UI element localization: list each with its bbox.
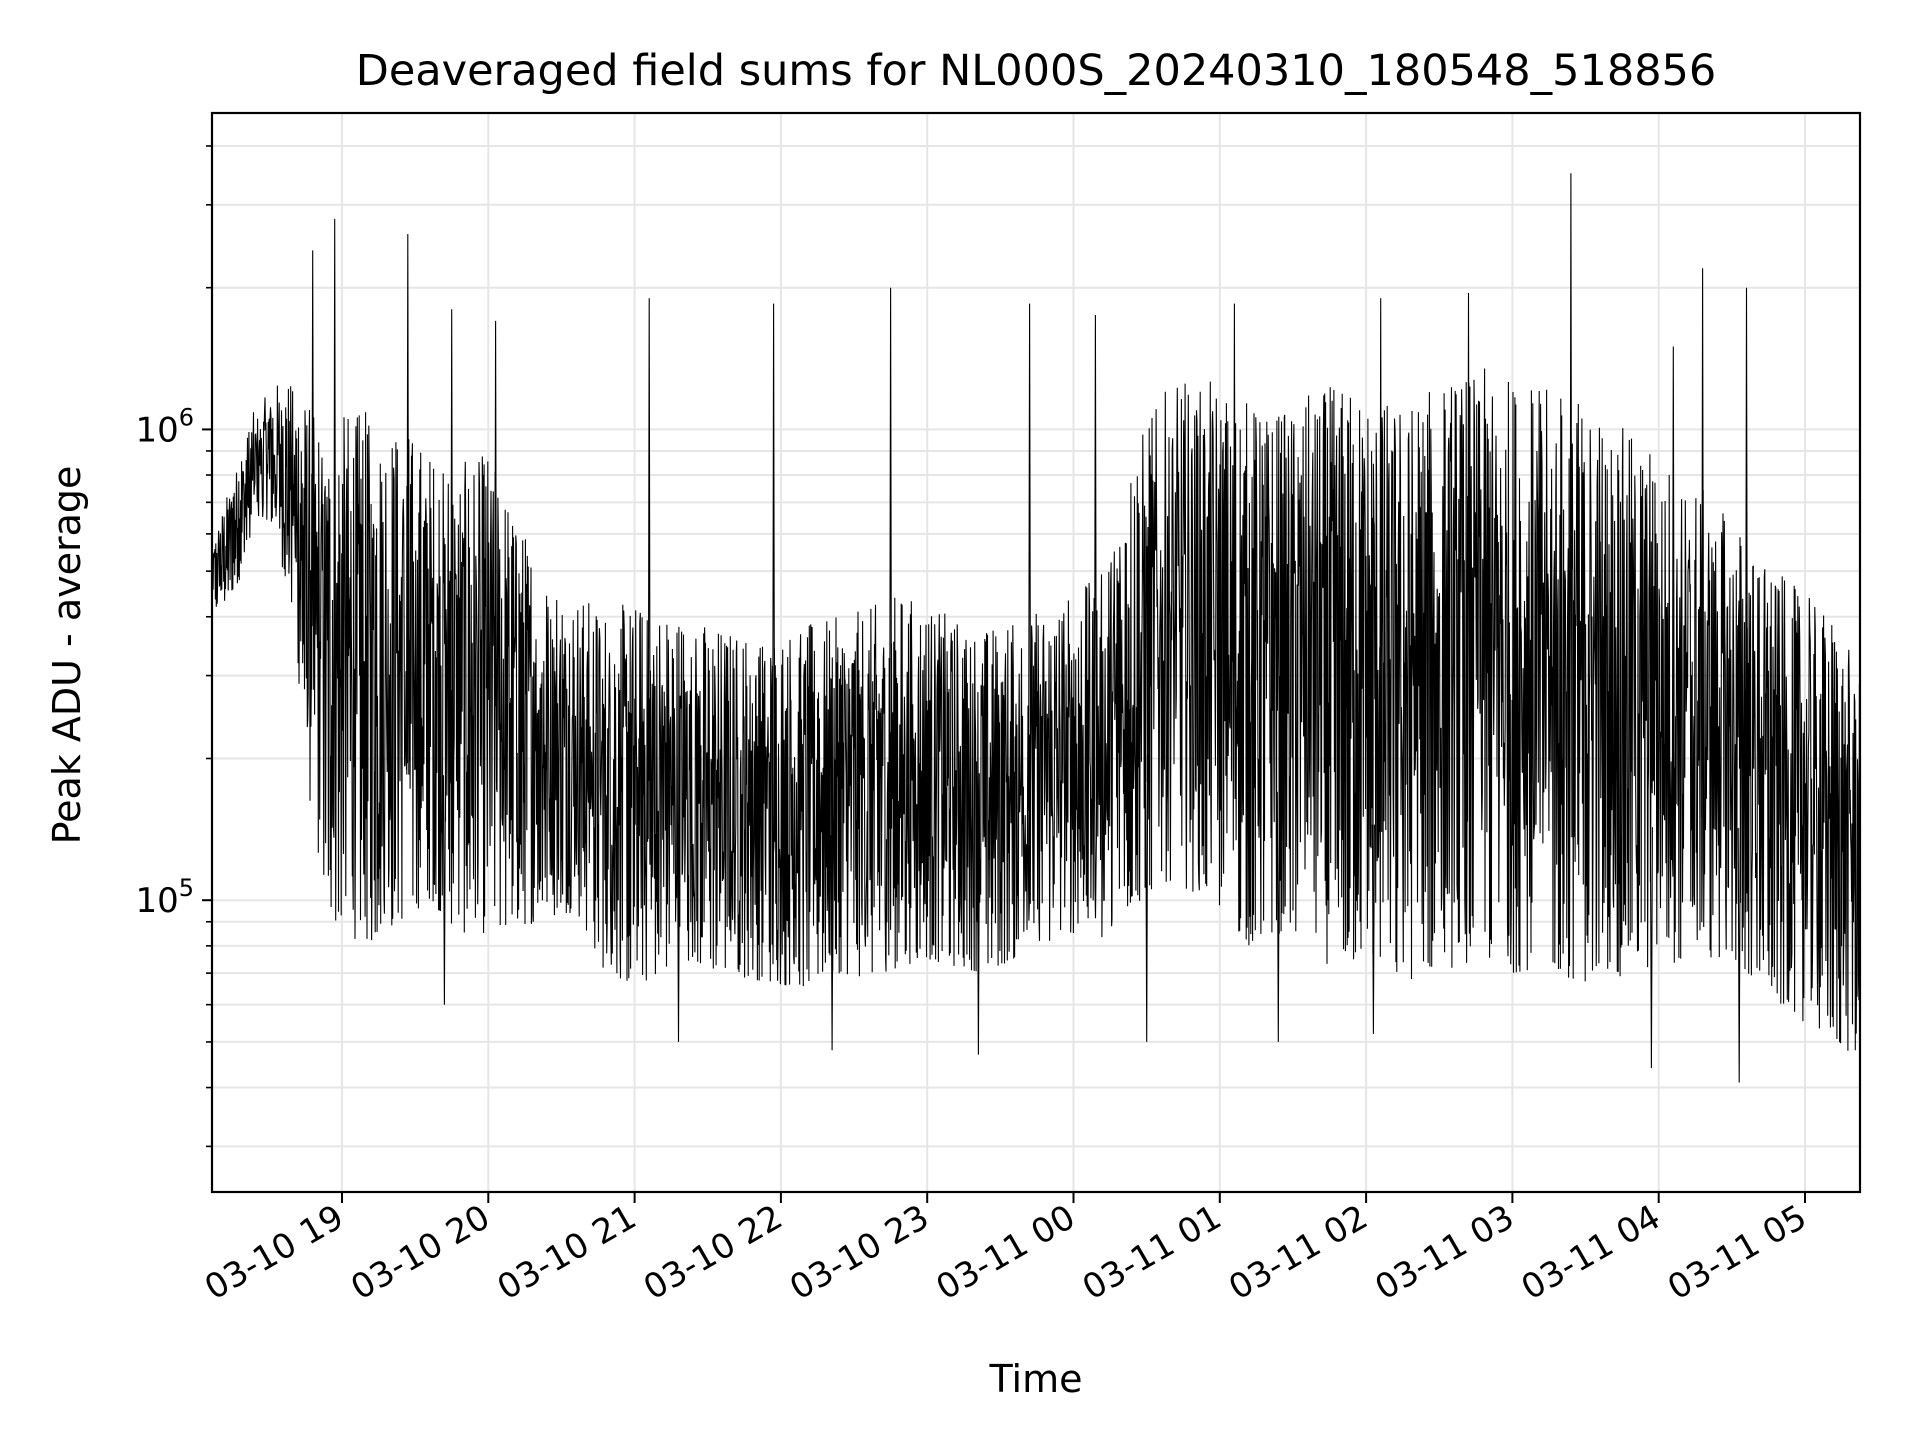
y-axis-label: Peak ADU - average xyxy=(45,466,89,845)
x-tick-label: 03-11 04 xyxy=(1515,1197,1667,1308)
x-tick-label: 03-10 21 xyxy=(491,1197,643,1308)
x-tick-label: 03-10 23 xyxy=(783,1197,935,1308)
y-tick-label: 106 xyxy=(135,403,194,450)
x-tick-label: 03-10 19 xyxy=(198,1197,350,1308)
x-tick-label: 03-11 00 xyxy=(930,1197,1082,1308)
plot-frame xyxy=(210,111,1862,1194)
x-tick-label: 03-10 20 xyxy=(344,1197,496,1308)
x-tick-label: 03-11 05 xyxy=(1661,1197,1813,1308)
x-tick-label: 03-11 02 xyxy=(1222,1197,1374,1308)
x-axis-label: Time xyxy=(989,1357,1083,1401)
series-line xyxy=(212,173,1860,1083)
x-tick-label: 03-10 22 xyxy=(637,1197,789,1308)
plot-area xyxy=(212,173,1860,1083)
x-tick-label: 03-11 03 xyxy=(1369,1197,1521,1308)
x-tick-label: 03-11 01 xyxy=(1076,1197,1228,1308)
chart-title: Deaveraged field sums for NL000S_2024031… xyxy=(356,46,1717,96)
y-tick-label: 105 xyxy=(135,874,194,921)
